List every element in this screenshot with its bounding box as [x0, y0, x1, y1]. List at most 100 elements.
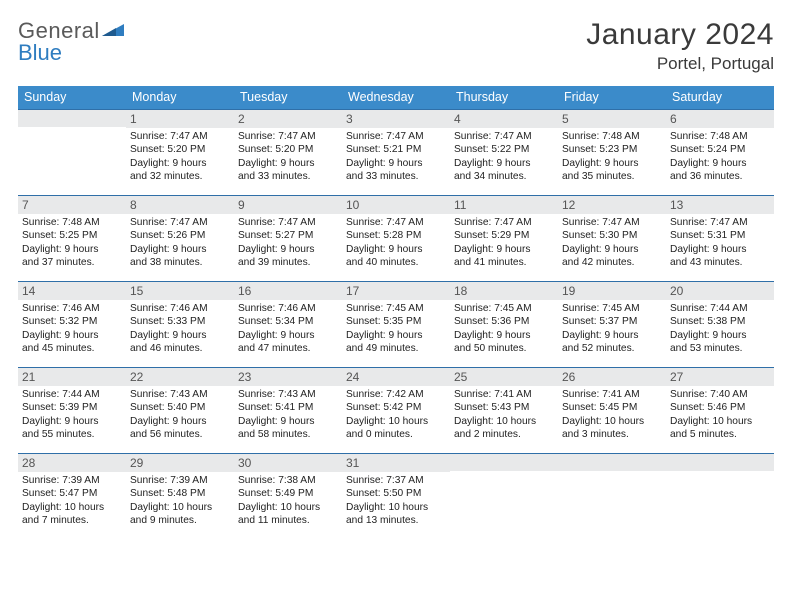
sunset-text: Sunset: 5:49 PM	[238, 487, 338, 500]
daylight-line2: and 13 minutes.	[346, 514, 446, 527]
daynum-empty	[666, 454, 774, 471]
daylight-line1: Daylight: 10 hours	[346, 501, 446, 514]
daylight-line1: Daylight: 9 hours	[238, 415, 338, 428]
daylight-line1: Daylight: 9 hours	[238, 243, 338, 256]
dayheader-mon: Monday	[126, 86, 234, 110]
daylight-line1: Daylight: 9 hours	[346, 329, 446, 342]
calendar-row: 7Sunrise: 7:48 AMSunset: 5:25 PMDaylight…	[18, 196, 774, 282]
calendar-cell: 22Sunrise: 7:43 AMSunset: 5:40 PMDayligh…	[126, 368, 234, 454]
calendar-cell: 23Sunrise: 7:43 AMSunset: 5:41 PMDayligh…	[234, 368, 342, 454]
sunrise-text: Sunrise: 7:47 AM	[454, 130, 554, 143]
day-details: Sunrise: 7:46 AMSunset: 5:34 PMDaylight:…	[238, 302, 338, 356]
day-number: 28	[18, 454, 126, 472]
day-details: Sunrise: 7:47 AMSunset: 5:31 PMDaylight:…	[670, 216, 770, 270]
sunrise-text: Sunrise: 7:47 AM	[346, 216, 446, 229]
day-details: Sunrise: 7:41 AMSunset: 5:45 PMDaylight:…	[562, 388, 662, 442]
daylight-line1: Daylight: 9 hours	[130, 415, 230, 428]
calendar-cell: 24Sunrise: 7:42 AMSunset: 5:42 PMDayligh…	[342, 368, 450, 454]
sunrise-text: Sunrise: 7:48 AM	[562, 130, 662, 143]
day-number: 19	[558, 282, 666, 300]
brand-part2: Blue	[18, 40, 62, 66]
daylight-line1: Daylight: 9 hours	[454, 243, 554, 256]
day-details: Sunrise: 7:40 AMSunset: 5:46 PMDaylight:…	[670, 388, 770, 442]
daylight-line2: and 58 minutes.	[238, 428, 338, 441]
daylight-line1: Daylight: 9 hours	[670, 157, 770, 170]
sunrise-text: Sunrise: 7:45 AM	[562, 302, 662, 315]
sunrise-text: Sunrise: 7:42 AM	[346, 388, 446, 401]
day-details: Sunrise: 7:47 AMSunset: 5:21 PMDaylight:…	[346, 130, 446, 184]
day-details: Sunrise: 7:45 AMSunset: 5:36 PMDaylight:…	[454, 302, 554, 356]
daylight-line2: and 42 minutes.	[562, 256, 662, 269]
calendar-cell: 29Sunrise: 7:39 AMSunset: 5:48 PMDayligh…	[126, 454, 234, 540]
sunset-text: Sunset: 5:47 PM	[22, 487, 122, 500]
sunrise-text: Sunrise: 7:37 AM	[346, 474, 446, 487]
day-details: Sunrise: 7:47 AMSunset: 5:27 PMDaylight:…	[238, 216, 338, 270]
daylight-line2: and 41 minutes.	[454, 256, 554, 269]
daylight-line1: Daylight: 9 hours	[562, 329, 662, 342]
day-details: Sunrise: 7:43 AMSunset: 5:41 PMDaylight:…	[238, 388, 338, 442]
day-details: Sunrise: 7:38 AMSunset: 5:49 PMDaylight:…	[238, 474, 338, 528]
sunset-text: Sunset: 5:48 PM	[130, 487, 230, 500]
daylight-line2: and 38 minutes.	[130, 256, 230, 269]
day-number: 6	[666, 110, 774, 128]
daylight-line2: and 46 minutes.	[130, 342, 230, 355]
calendar-cell: 14Sunrise: 7:46 AMSunset: 5:32 PMDayligh…	[18, 282, 126, 368]
sunrise-text: Sunrise: 7:47 AM	[130, 216, 230, 229]
month-title: January 2024	[586, 18, 774, 52]
calendar-cell: 18Sunrise: 7:45 AMSunset: 5:36 PMDayligh…	[450, 282, 558, 368]
day-details: Sunrise: 7:47 AMSunset: 5:29 PMDaylight:…	[454, 216, 554, 270]
daylight-line1: Daylight: 9 hours	[22, 243, 122, 256]
calendar-table: Sunday Monday Tuesday Wednesday Thursday…	[18, 86, 774, 540]
sunset-text: Sunset: 5:22 PM	[454, 143, 554, 156]
calendar-cell: 8Sunrise: 7:47 AMSunset: 5:26 PMDaylight…	[126, 196, 234, 282]
day-number: 9	[234, 196, 342, 214]
daylight-line2: and 50 minutes.	[454, 342, 554, 355]
daylight-line2: and 43 minutes.	[670, 256, 770, 269]
sunset-text: Sunset: 5:28 PM	[346, 229, 446, 242]
day-number: 8	[126, 196, 234, 214]
title-block: January 2024 Portel, Portugal	[586, 18, 774, 74]
calendar-cell: 11Sunrise: 7:47 AMSunset: 5:29 PMDayligh…	[450, 196, 558, 282]
daylight-line1: Daylight: 9 hours	[454, 329, 554, 342]
daylight-line1: Daylight: 9 hours	[130, 329, 230, 342]
daylight-line2: and 33 minutes.	[238, 170, 338, 183]
calendar-cell: 28Sunrise: 7:39 AMSunset: 5:47 PMDayligh…	[18, 454, 126, 540]
sunrise-text: Sunrise: 7:44 AM	[22, 388, 122, 401]
sunset-text: Sunset: 5:33 PM	[130, 315, 230, 328]
day-number: 5	[558, 110, 666, 128]
daylight-line1: Daylight: 10 hours	[238, 501, 338, 514]
sunset-text: Sunset: 5:43 PM	[454, 401, 554, 414]
day-number: 2	[234, 110, 342, 128]
calendar-cell	[450, 454, 558, 540]
sunrise-text: Sunrise: 7:47 AM	[670, 216, 770, 229]
dayheader-thu: Thursday	[450, 86, 558, 110]
daylight-line2: and 55 minutes.	[22, 428, 122, 441]
daylight-line2: and 40 minutes.	[346, 256, 446, 269]
sunset-text: Sunset: 5:20 PM	[130, 143, 230, 156]
dayheader-sun: Sunday	[18, 86, 126, 110]
daylight-line1: Daylight: 9 hours	[130, 157, 230, 170]
calendar-cell: 30Sunrise: 7:38 AMSunset: 5:49 PMDayligh…	[234, 454, 342, 540]
daylight-line2: and 32 minutes.	[130, 170, 230, 183]
day-number: 20	[666, 282, 774, 300]
sunset-text: Sunset: 5:27 PM	[238, 229, 338, 242]
day-details: Sunrise: 7:47 AMSunset: 5:28 PMDaylight:…	[346, 216, 446, 270]
daylight-line1: Daylight: 9 hours	[238, 329, 338, 342]
sunset-text: Sunset: 5:41 PM	[238, 401, 338, 414]
day-number: 3	[342, 110, 450, 128]
day-details: Sunrise: 7:48 AMSunset: 5:25 PMDaylight:…	[22, 216, 122, 270]
sunset-text: Sunset: 5:25 PM	[22, 229, 122, 242]
calendar-cell: 16Sunrise: 7:46 AMSunset: 5:34 PMDayligh…	[234, 282, 342, 368]
day-details: Sunrise: 7:47 AMSunset: 5:22 PMDaylight:…	[454, 130, 554, 184]
sunset-text: Sunset: 5:30 PM	[562, 229, 662, 242]
day-number: 24	[342, 368, 450, 386]
day-number: 25	[450, 368, 558, 386]
calendar-head: Sunday Monday Tuesday Wednesday Thursday…	[18, 86, 774, 110]
daylight-line1: Daylight: 9 hours	[22, 329, 122, 342]
daylight-line1: Daylight: 10 hours	[562, 415, 662, 428]
day-details: Sunrise: 7:44 AMSunset: 5:38 PMDaylight:…	[670, 302, 770, 356]
calendar-cell: 7Sunrise: 7:48 AMSunset: 5:25 PMDaylight…	[18, 196, 126, 282]
day-number: 1	[126, 110, 234, 128]
header: General January 2024 Portel, Portugal	[18, 18, 774, 74]
daylight-line1: Daylight: 10 hours	[670, 415, 770, 428]
